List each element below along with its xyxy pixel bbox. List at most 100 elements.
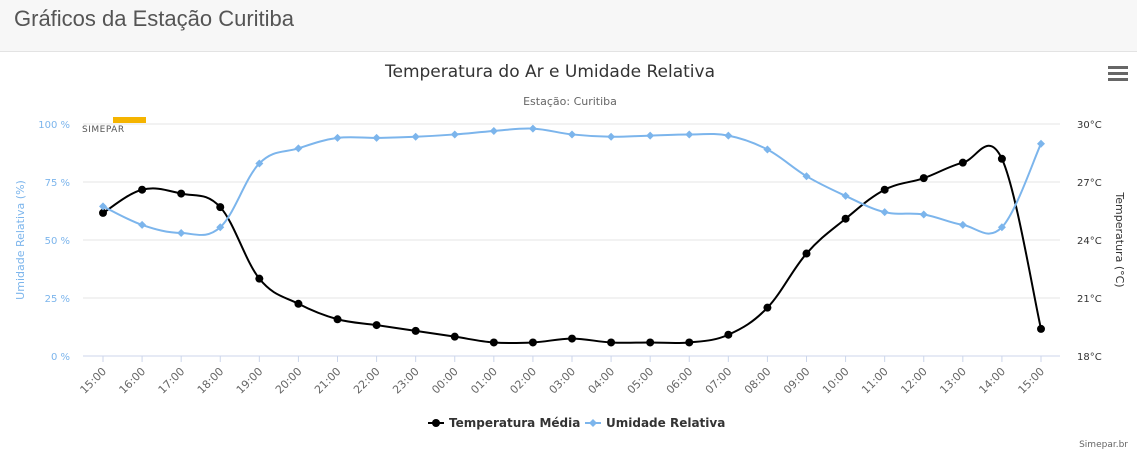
chart: Temperatura do Ar e Umidade Relativa Est… <box>14 62 1126 430</box>
temperature-point <box>880 185 889 194</box>
plot-area <box>99 124 1045 347</box>
x-tick-label: 02:00 <box>507 365 539 397</box>
x-tick-label: 13:00 <box>937 365 969 397</box>
humidity-point <box>841 191 850 200</box>
temperature-point <box>99 208 107 217</box>
x-tick-label: 21:00 <box>312 365 344 397</box>
x-tick-label: 06:00 <box>664 365 696 397</box>
legend-temperature-label[interactable]: Temperatura Média <box>449 416 580 430</box>
temperature-point <box>528 338 537 347</box>
x-tick-label: 23:00 <box>390 365 422 397</box>
humidity-point <box>568 130 576 139</box>
temperature-point <box>607 338 616 347</box>
humidity-point <box>880 208 889 217</box>
x-tick-label: 01:00 <box>468 365 500 397</box>
temperature-point <box>919 174 928 183</box>
hamburger-menu-icon <box>1108 66 1128 69</box>
x-tick-label: 07:00 <box>703 365 735 397</box>
y-left-axis-title: Umidade Relativa (%) <box>14 180 27 300</box>
temperature-point <box>568 334 576 343</box>
humidity-point <box>646 131 655 140</box>
temperature-point <box>450 332 459 341</box>
humidity-point <box>763 145 772 154</box>
y-left-tick-label: 100 % <box>38 120 70 131</box>
humidity-point <box>1037 139 1045 148</box>
y-right-axis-title: Temperatura (°C) <box>1113 191 1126 287</box>
humidity-point <box>958 220 967 229</box>
y-right-tick-label: 30°C <box>1077 120 1102 131</box>
humidity-point <box>216 223 225 232</box>
temperature-point <box>255 274 264 283</box>
legend-humidity-label[interactable]: Umidade Relativa <box>606 416 725 430</box>
humidity-point <box>138 220 147 229</box>
temperature-point <box>216 203 225 212</box>
chart-title: Temperatura do Ar e Umidade Relativa <box>384 62 715 82</box>
temperature-point <box>1037 324 1045 333</box>
temperature-point <box>138 185 147 194</box>
temperature-point <box>333 315 342 324</box>
logo-text: SIMEPAR <box>82 125 125 135</box>
humidity-point <box>997 223 1006 232</box>
chart-menu-button[interactable] <box>1108 66 1128 82</box>
legend[interactable]: Temperatura Média Umidade Relativa <box>428 416 725 430</box>
temperature-point <box>958 158 967 167</box>
credit-link[interactable]: Simepar.br <box>1079 440 1128 450</box>
humidity-point <box>99 202 107 211</box>
x-tick-label: 03:00 <box>547 365 579 397</box>
x-tick-label: 20:00 <box>273 365 305 397</box>
page-title: Gráficos da Estação Curitiba <box>14 6 295 31</box>
humidity-point <box>255 159 264 168</box>
temperature-series-line <box>102 144 1042 345</box>
y-right-tick-label: 21°C <box>1077 294 1102 305</box>
x-tick-label: 14:00 <box>976 365 1008 397</box>
y-right-tick-label: 24°C <box>1077 236 1102 247</box>
x-tick-label: 09:00 <box>781 365 813 397</box>
temperature-point <box>294 299 303 308</box>
temperature-point <box>646 338 655 347</box>
legend-temperature-marker <box>432 419 440 427</box>
humidity-point <box>333 133 342 142</box>
temperature-point <box>685 338 694 347</box>
temperature-point <box>177 189 186 198</box>
humidity-point <box>685 130 694 139</box>
x-tick-label: 15:00 <box>1016 365 1048 397</box>
x-tick-label: 17:00 <box>156 365 188 397</box>
x-tick-label: 18:00 <box>195 365 227 397</box>
temperature-point <box>372 321 381 330</box>
temperature-point <box>802 249 811 258</box>
temperature-point <box>724 330 733 339</box>
y-left-tick-label: 75 % <box>45 178 70 189</box>
humidity-point <box>724 131 733 140</box>
page-header: Gráficos da Estação Curitiba <box>0 0 1137 52</box>
x-tick-label: 05:00 <box>625 365 657 397</box>
humidity-point <box>489 126 498 135</box>
simepar-logo: SIMEPAR <box>82 117 146 135</box>
y-left-tick-label: 0 % <box>51 352 70 363</box>
x-tick-label: 10:00 <box>820 365 852 397</box>
x-tick-label: 15:00 <box>78 365 110 397</box>
logo-bar <box>113 117 146 123</box>
y-left-tick-label: 25 % <box>45 294 70 305</box>
x-tick-label: 19:00 <box>234 365 266 397</box>
grid <box>83 123 1060 357</box>
x-tick-label: 12:00 <box>898 365 930 397</box>
y-right-tick-label: 18°C <box>1077 352 1102 363</box>
temperature-point <box>841 214 850 223</box>
humidity-point <box>607 132 616 141</box>
legend-humidity-marker <box>589 419 597 427</box>
humidity-point <box>372 133 381 142</box>
chart-subtitle: Estação: Curitiba <box>523 95 617 108</box>
y-right-tick-label: 27°C <box>1077 178 1102 189</box>
humidity-point <box>294 144 303 153</box>
humidity-point <box>919 210 928 219</box>
temperature-point <box>411 326 420 335</box>
x-tick-label: 00:00 <box>429 365 461 397</box>
temperature-point <box>763 303 772 312</box>
humidity-point <box>802 172 811 181</box>
x-tick-label: 22:00 <box>351 365 383 397</box>
temperature-point <box>997 154 1006 163</box>
humidity-point <box>177 229 186 238</box>
temperature-point <box>489 338 498 347</box>
x-tick-label: 04:00 <box>586 365 618 397</box>
x-tick-label: 08:00 <box>742 365 774 397</box>
